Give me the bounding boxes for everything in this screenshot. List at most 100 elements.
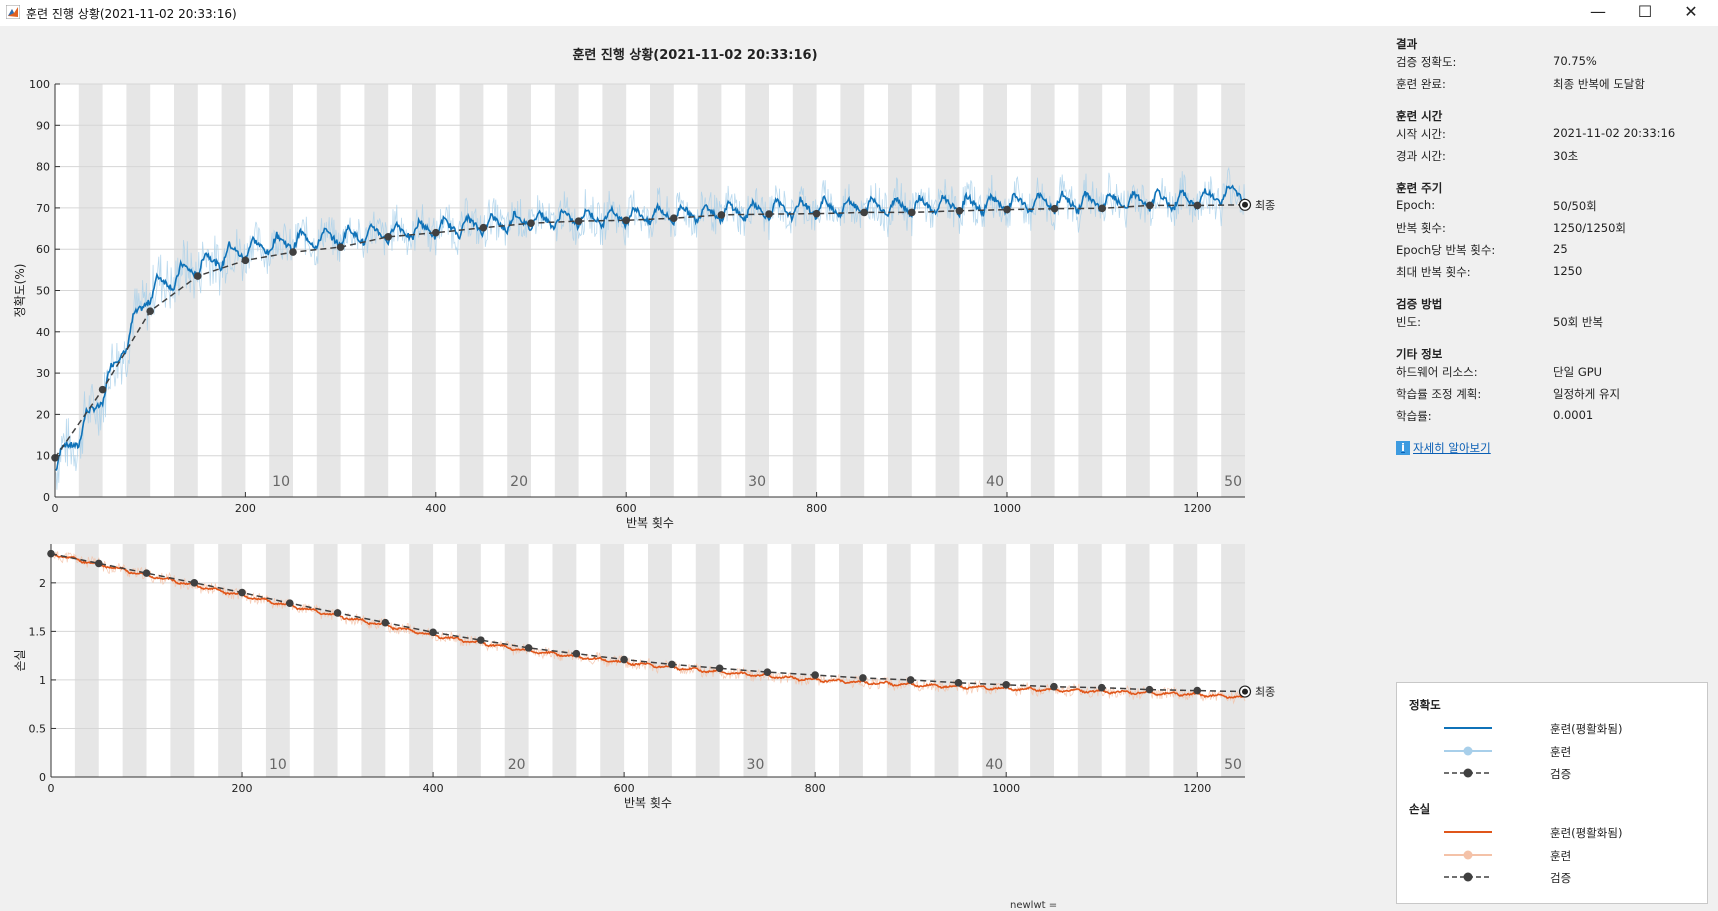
epoch-label: 40 [985, 757, 1003, 773]
legend-acc-smoothed: 훈련(평활화됨) [1442, 720, 1702, 736]
validation-point [811, 671, 819, 679]
info-row: 하드웨어 리소스: 단일 GPU [1396, 364, 1696, 386]
maximize-button[interactable]: ☐ [1637, 2, 1653, 21]
validation-point [333, 609, 342, 617]
validation-point [286, 599, 294, 608]
final-marker-dot [1242, 201, 1248, 208]
legend-loss-title: 손실 [1409, 802, 1431, 816]
legend-acc-validation: 검증 [1442, 765, 1702, 781]
validation-point [1193, 201, 1202, 210]
validation-point [98, 385, 107, 394]
close-button[interactable]: ✕ [1684, 2, 1698, 21]
validation-point [1097, 683, 1106, 692]
legend-loss-train-label: 훈련 [1550, 849, 1572, 863]
validation-point [238, 588, 246, 597]
legend-loss-smoothed-label: 훈련(평활화됨) [1550, 826, 1623, 840]
validation-point [765, 210, 773, 218]
validation-point [812, 209, 821, 218]
info-row: 최대 반복 횟수: 1250 [1396, 264, 1696, 286]
x-tick-label: 1000 [993, 502, 1021, 515]
validation-point [241, 256, 250, 265]
validation-point [1003, 205, 1011, 214]
minimize-button[interactable]: — [1590, 2, 1606, 21]
info-row: Epoch당 반복 횟수: 25 [1396, 242, 1696, 264]
y-tick-label: 0.5 [29, 722, 47, 735]
x-tick-label: 1200 [1183, 502, 1211, 515]
info-key: 빈도: [1396, 315, 1422, 329]
info-section-title: 기타 정보 [1396, 347, 1443, 361]
validation-point [574, 217, 583, 225]
x-tick-label: 400 [425, 502, 446, 515]
validation-point [906, 676, 915, 684]
y-tick-label: 0 [39, 771, 46, 784]
validation-point [1050, 204, 1059, 213]
epoch-band [648, 544, 672, 777]
epoch-band [600, 544, 625, 777]
info-key: Epoch당 반복 횟수: [1396, 243, 1496, 257]
learn-more-label: 자세히 알아보기 [1413, 441, 1491, 455]
epoch-label: 30 [747, 757, 765, 773]
info-key: 시작 시간: [1396, 127, 1446, 141]
y-tick-label: 70 [36, 202, 50, 215]
epoch-band [170, 544, 195, 777]
epoch-band [361, 544, 386, 777]
validation-point [908, 208, 916, 217]
info-section: 기타 정보 하드웨어 리소스: 단일 GPU 학습률 조정 계획: 일정하게 유지 학습률… [1396, 346, 1696, 430]
validation-point [477, 636, 485, 644]
info-key: 검증 정확도: [1396, 55, 1457, 69]
epoch-label: 10 [272, 474, 290, 490]
validation-point [1145, 685, 1154, 694]
x-axis-label: 반복 횟수 [626, 516, 674, 530]
info-value: 25 [1553, 242, 1568, 256]
info-key: Epoch: [1396, 198, 1436, 212]
epoch-band [409, 544, 434, 777]
learn-more-link[interactable]: i 자세히 알아보기 [1396, 440, 1696, 456]
info-section-title: 검증 방법 [1396, 297, 1443, 311]
epoch-band [456, 544, 481, 777]
validation-point [622, 216, 630, 225]
epoch-band [265, 544, 290, 777]
epoch-band [552, 544, 577, 777]
info-row: 경과 시간: 30초 [1396, 148, 1696, 170]
validation-point [381, 618, 390, 627]
y-tick-label: 30 [36, 367, 50, 380]
legend-acc-smoothed-label: 훈련(평활화됨) [1550, 722, 1623, 736]
x-tick-label: 0 [48, 782, 55, 795]
final-marker-dot [1242, 688, 1248, 695]
info-value: 70.75% [1553, 54, 1597, 68]
info-value: 50회 반복 [1553, 315, 1604, 329]
info-row: 학습률: 0.0001 [1396, 408, 1696, 430]
y-tick-label: 50 [36, 285, 50, 298]
validation-point [1193, 686, 1202, 695]
validation-point [527, 219, 535, 227]
validation-point [429, 628, 437, 637]
validation-point [620, 655, 628, 664]
info-row: 검증 정확도: 70.75% [1396, 54, 1696, 76]
info-section: 결과 검증 정확도: 70.75% 훈련 완료: 최종 반복에 도달함 [1396, 36, 1696, 98]
x-tick-label: 600 [614, 782, 635, 795]
validation-point [336, 243, 345, 251]
info-section-title: 훈련 주기 [1396, 181, 1443, 195]
legend-accuracy-title: 정확도 [1409, 698, 1441, 712]
epoch-band [122, 544, 147, 777]
train-smoothed-line-acc [55, 184, 1246, 471]
epoch-band [839, 544, 863, 777]
validation-point [142, 569, 151, 577]
validation-point [289, 248, 297, 256]
validation-point [1098, 204, 1106, 213]
epoch-band [791, 544, 816, 777]
epoch-label: 50 [1224, 757, 1242, 773]
y-tick-label: 2 [39, 577, 46, 590]
epoch-label: 20 [510, 474, 528, 490]
train-smoothed-line-loss [51, 551, 1246, 699]
y-axis-label: 손실 [13, 649, 27, 671]
epoch-label: 40 [986, 474, 1004, 490]
legend-loss-validation: 검증 [1442, 869, 1702, 885]
epoch-band [313, 544, 338, 777]
info-row: Epoch: 50/50회 [1396, 198, 1696, 220]
y-tick-label: 0 [43, 491, 50, 504]
info-section-title: 결과 [1396, 37, 1418, 51]
epoch-band [1125, 544, 1150, 777]
validation-point [717, 211, 726, 219]
legend-loss-train: 훈련 [1442, 847, 1702, 863]
